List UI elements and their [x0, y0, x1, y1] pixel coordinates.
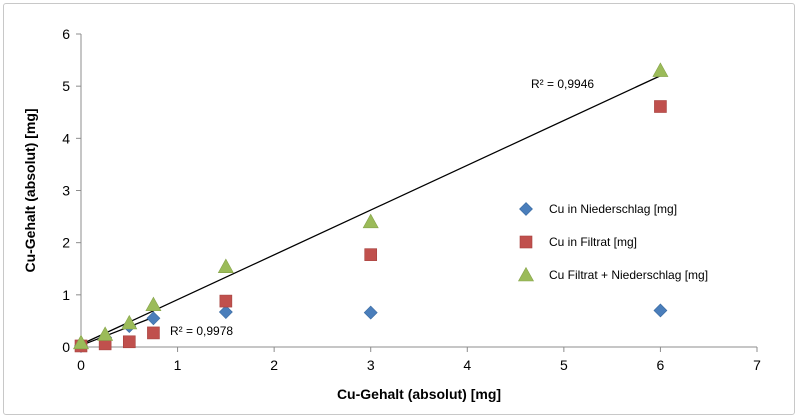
trendlines	[80, 75, 661, 347]
x-tick-label: 2	[270, 357, 278, 373]
y-tick-label: 2	[62, 235, 70, 251]
diamond-marker	[653, 303, 668, 318]
r2-label-main: R² = 0,9946	[531, 77, 594, 91]
y-tick-label: 5	[62, 78, 70, 94]
y-tick-label: 1	[62, 287, 70, 303]
x-tick-label: 0	[77, 357, 85, 373]
y-tick-label: 6	[62, 26, 70, 42]
data-markers	[72, 62, 669, 353]
square-marker	[147, 326, 160, 340]
y-tick-label: 3	[62, 183, 70, 199]
triangle-marker	[97, 326, 114, 341]
square-marker	[519, 235, 533, 249]
scatter-chart: 0 1 2 3 4 5 6 7 0 1 2 3 4 5 6 R² = 0,9946 R² = 0,9978 C…	[22, 26, 761, 402]
legend: Cu in Niederschlag [mg] Cu in Filtrat [mg…	[517, 202, 708, 282]
square-marker	[364, 248, 378, 261]
triangle-marker	[362, 213, 379, 229]
legend-label: Cu in Filtrat [mg]	[549, 235, 637, 249]
triangle-marker	[72, 334, 90, 350]
square-marker	[654, 100, 667, 113]
y-tick-label: 4	[62, 130, 70, 146]
diamond-marker	[519, 202, 533, 216]
trendline-1	[80, 75, 661, 345]
x-tick-label: 7	[753, 357, 761, 373]
legend-label: Cu Filtrat + Niederschlag [mg]	[549, 268, 708, 282]
y-tick-label: 0	[62, 339, 70, 355]
r2-label-small: R² = 0,9978	[170, 324, 233, 338]
y-axis-title: Cu-Gehalt (absolut) [mg]	[22, 108, 38, 272]
diamond-marker	[218, 305, 233, 319]
x-tick-label: 1	[174, 357, 182, 373]
x-axis-title: Cu-Gehalt (absolut) [mg]	[337, 386, 501, 402]
chart-frame: 0 1 2 3 4 5 6 7 0 1 2 3 4 5 6 R² = 0,9946 R² = 0,9978 C…	[3, 3, 795, 415]
diamond-marker	[363, 305, 378, 320]
legend-label: Cu in Niederschlag [mg]	[549, 202, 677, 216]
x-tick-label: 4	[463, 357, 471, 373]
square-marker	[122, 335, 136, 349]
x-tick-label: 6	[657, 357, 665, 373]
x-tick-label: 5	[560, 357, 568, 373]
triangle-marker	[217, 258, 234, 273]
diamond-marker	[146, 311, 161, 326]
axes: 0 1 2 3 4 5 6 7 0 1 2 3 4 5 6	[62, 26, 761, 373]
r2-annotations: R² = 0,9946 R² = 0,9978	[170, 77, 594, 338]
triangle-marker	[517, 266, 535, 282]
triangle-marker	[121, 314, 138, 330]
trendline-2	[80, 316, 154, 347]
square-marker	[219, 294, 233, 308]
x-tick-label: 3	[367, 357, 375, 373]
triangle-marker	[145, 296, 162, 312]
triangle-marker	[652, 62, 669, 77]
